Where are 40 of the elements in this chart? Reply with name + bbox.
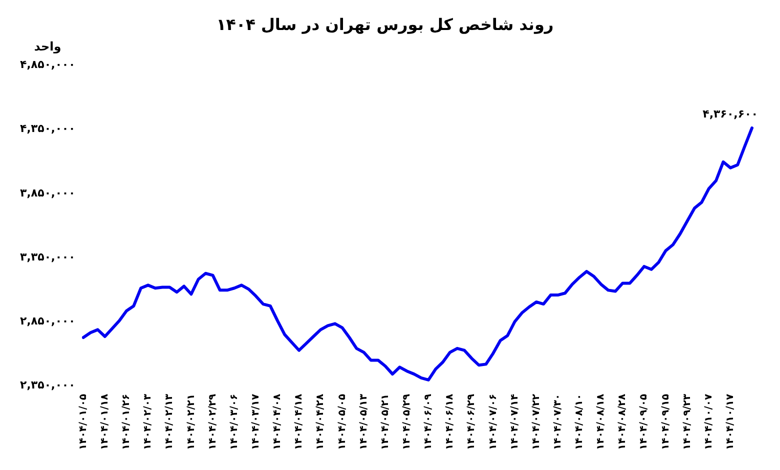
x-tick-label: ۱۴۰۴/۰۳/۰۶ [228, 394, 240, 450]
x-tick-label: ۱۴۰۴/۰۲/۲۱ [186, 394, 197, 450]
x-tick-label: ۱۴۰۴/۰۷/۲۲ [530, 394, 542, 450]
x-tick-label: ۱۴۰۴/۰۱/۱۸ [100, 394, 111, 450]
x-tick-label: ۱۴۰۴/۰۱/۲۶ [121, 394, 132, 450]
x-tick-label: ۱۴۰۴/۰۸/۱۰ [574, 394, 586, 450]
x-tick-label: ۱۴۰۴/۱۰/۱۷ [725, 394, 736, 450]
x-tick-label: ۱۴۰۴/۰۹/۲۳ [682, 394, 693, 450]
x-tick-label: ۱۴۰۴/۰۹/۰۵ [638, 394, 650, 450]
x-tick-label: ۱۴۰۴/۰۳/۱۷ [250, 394, 262, 450]
x-tick-label: ۱۴۰۴/۰۶/۰۹ [423, 394, 434, 450]
y-axis-title: واحد [34, 39, 62, 54]
x-tick-label: ۱۴۰۴/۰۲/۲۹ [207, 394, 218, 450]
x-tick-label: ۱۴۰۴/۰۲/۰۳ [142, 394, 154, 450]
y-tick-label: ۳,۳۵۰,۰۰۰ [20, 250, 76, 264]
x-tick-label: ۱۴۰۴/۰۷/۳۰ [552, 394, 564, 450]
y-tick-label: ۲,۳۵۰,۰۰۰ [20, 378, 76, 392]
x-tick-label: ۱۴۰۴/۰۴/۱۸ [294, 394, 305, 450]
x-tick-label: ۱۴۰۴/۰۷/۰۶ [488, 394, 499, 450]
x-tick-label: ۱۴۰۴/۰۴/۲۸ [315, 394, 326, 450]
y-tick-label: ۴,۸۵۰,۰۰۰ [20, 58, 76, 72]
y-tick-label: ۳,۸۵۰,۰۰۰ [20, 186, 76, 200]
x-tick-label: ۱۴۰۴/۰۵/۲۱ [380, 394, 391, 450]
x-tick-label: ۱۴۰۴/۰۲/۱۳ [164, 394, 176, 450]
x-tick-label: ۱۴۰۴/۰۴/۰۸ [272, 394, 284, 450]
x-tick-label: ۱۴۰۴/۰۶/۱۸ [444, 394, 456, 450]
data-label: ۴,۳۶۰,۶۰۰ [702, 107, 758, 120]
x-tick-label: ۱۴۰۴/۰۵/۱۳ [358, 394, 370, 450]
x-tick-label: ۱۴۰۴/۱۰/۰۷ [703, 394, 714, 450]
x-tick-label: ۱۴۰۴/۰۶/۲۹ [466, 394, 478, 450]
x-tick-label: ۱۴۰۴/۰۵/۰۵ [336, 394, 348, 450]
y-tick-label: ۲,۸۵۰,۰۰۰ [20, 314, 76, 328]
x-tick-label: ۱۴۰۴/۰۸/۲۸ [617, 394, 628, 450]
x-tick-label: ۱۴۰۴/۰۵/۲۹ [401, 394, 412, 450]
x-tick-label: ۱۴۰۴/۰۱/۰۵ [78, 394, 89, 450]
y-tick-label: ۴,۳۵۰,۰۰۰ [20, 122, 76, 136]
x-tick-label: ۱۴۰۴/۰۹/۱۵ [660, 394, 672, 450]
x-tick-label: ۱۴۰۴/۰۷/۱۴ [509, 394, 520, 450]
chart-title: روند شاخص کل بورس تهران در سال ۱۴۰۴ [216, 14, 554, 34]
x-tick-label: ۱۴۰۴/۰۸/۱۸ [596, 394, 607, 450]
